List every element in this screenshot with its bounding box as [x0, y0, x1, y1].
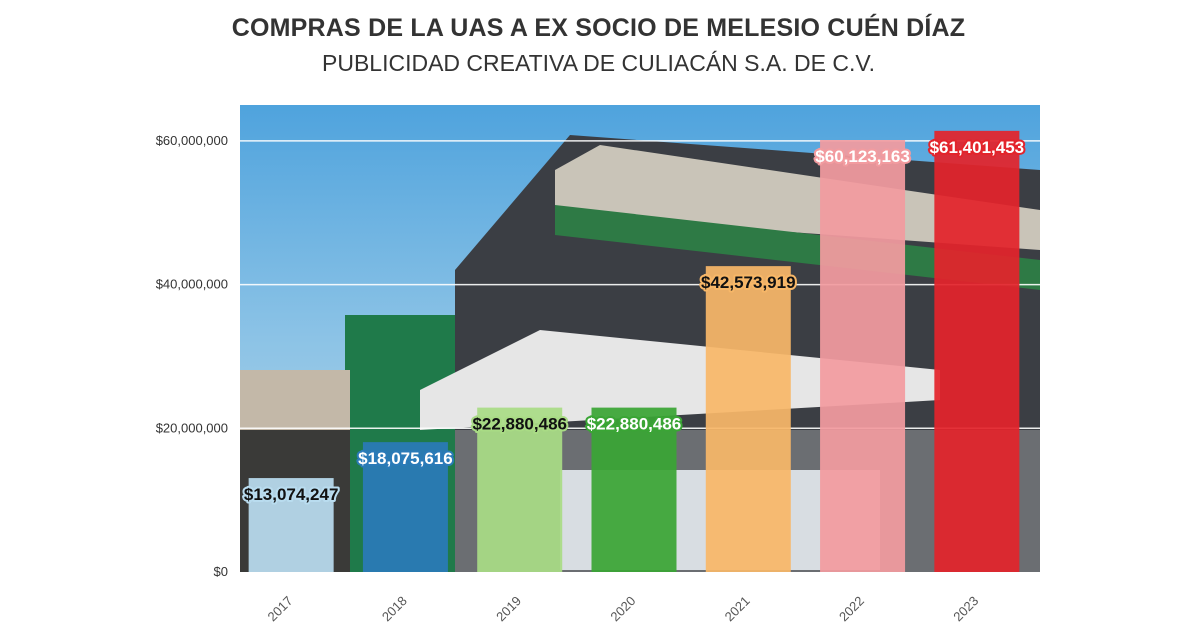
data-label: $13,074,247: [244, 485, 339, 504]
chart-title: COMPRAS DE LA UAS A EX SOCIO DE MELESIO …: [231, 14, 966, 42]
y-tick-label: $20,000,000: [156, 420, 228, 435]
bar-2020: [591, 407, 677, 572]
y-axis: $0 $20,000,000 $40,000,000 $60,000,000: [156, 133, 228, 579]
bar-2018: [362, 442, 448, 572]
data-label: $22,880,486: [472, 415, 567, 434]
data-label: $22,880,486: [587, 415, 682, 434]
chart-subtitle: PUBLICIDAD CREATIVA DE CULIACÁN S.A. DE …: [322, 50, 875, 76]
bar-2019: [477, 407, 563, 572]
data-label: $61,401,453: [930, 138, 1025, 157]
y-tick-label: $0: [214, 564, 228, 579]
x-axis: 2017 2018 2019 2020 2021 2022 2023: [265, 593, 982, 624]
bar-2022: [820, 140, 906, 572]
x-tick-label: 2018: [379, 593, 410, 624]
x-tick-label: 2019: [493, 593, 524, 624]
bar-2023: [934, 130, 1020, 572]
x-tick-label: 2020: [607, 593, 638, 624]
bar-2017: [248, 478, 334, 572]
data-label: $42,573,919: [701, 273, 796, 292]
data-labels: $13,074,247 $18,075,616 $22,880,486 $22,880…: [242, 136, 1026, 506]
bars: [248, 130, 1020, 572]
data-label: $60,123,163: [815, 147, 910, 166]
data-label: $18,075,616: [358, 449, 453, 468]
x-tick-label: 2023: [950, 593, 981, 624]
bar-2021: [705, 266, 791, 572]
y-tick-label: $40,000,000: [156, 277, 228, 292]
x-tick-label: 2017: [265, 593, 296, 624]
y-tick-label: $60,000,000: [156, 133, 228, 148]
x-tick-label: 2021: [722, 593, 753, 624]
x-tick-label: 2022: [836, 593, 867, 624]
